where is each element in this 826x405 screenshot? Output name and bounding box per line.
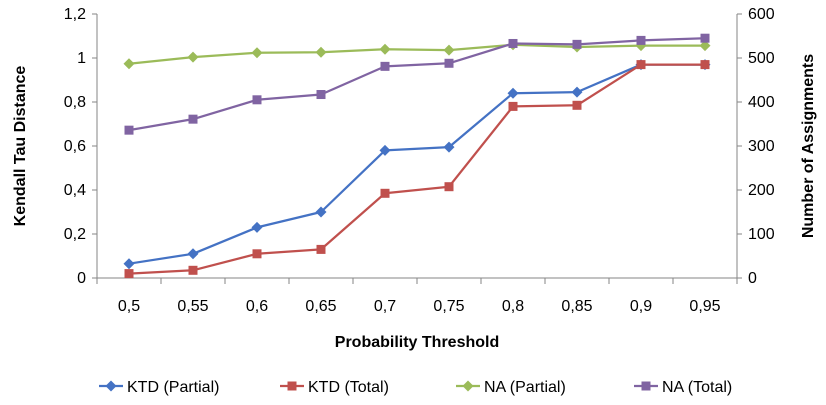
data-point	[316, 244, 326, 254]
axes: 0 0,2 0,4 0,6 0,8 1 1,2 0 100 200 300 400 500 600 0,5 0…	[64, 6, 775, 315]
data-point	[380, 61, 390, 71]
x-tick-label: 0,85	[561, 298, 592, 315]
legend-marker	[105, 380, 117, 392]
legend: KTD (Partial) KTD (Total) NA (Partial) NA (…	[99, 379, 732, 396]
x-tick-label: 0,75	[433, 298, 464, 315]
data-point	[252, 95, 262, 105]
data-point	[379, 144, 391, 156]
x-tick-label: 0,6	[246, 298, 268, 315]
x-tick-label: 0,8	[502, 298, 524, 315]
x-tick-label: 0,55	[177, 298, 208, 315]
x-tick-label: 0,65	[305, 298, 336, 315]
data-point	[443, 141, 455, 153]
y-tick-label: 0	[77, 270, 86, 287]
data-point	[636, 35, 646, 45]
data-point	[636, 60, 646, 70]
series-line	[128, 63, 705, 275]
y-axis-title: Kendall Tau Distance	[12, 66, 29, 227]
data-point	[124, 269, 134, 279]
data-point	[187, 248, 199, 260]
legend-item: KTD (Total)	[280, 379, 389, 396]
series-na-partial	[123, 39, 711, 70]
y2-tick-label: 200	[748, 182, 775, 199]
data-point	[700, 33, 710, 43]
data-point	[444, 182, 454, 192]
data-point	[188, 114, 198, 124]
data-point	[123, 258, 135, 270]
legend-marker	[287, 381, 297, 391]
y-tick-label: 0,8	[64, 94, 86, 111]
series-ktd-total	[124, 60, 710, 279]
y2-tick-label: 400	[748, 94, 775, 111]
data-point	[507, 87, 519, 99]
legend-label: NA (Partial)	[484, 379, 566, 396]
data-point	[251, 47, 263, 59]
data-point	[315, 206, 327, 218]
x-tick-label: 0,7	[374, 298, 396, 315]
data-point	[123, 58, 135, 70]
data-point	[699, 40, 711, 52]
legend-marker	[641, 381, 651, 391]
legend-label: KTD (Partial)	[127, 379, 219, 396]
y2-tick-label: 300	[748, 138, 775, 155]
legend-item: KTD (Partial)	[99, 379, 219, 396]
data-point	[444, 58, 454, 68]
data-point	[251, 221, 263, 233]
y2-tick-label: 500	[748, 50, 775, 67]
data-point	[508, 101, 518, 111]
data-point	[187, 51, 199, 63]
y-tick-label: 1,2	[64, 6, 86, 23]
series-layer	[123, 33, 711, 279]
series-line	[128, 37, 706, 132]
x-axis-title: Probability Threshold	[335, 334, 499, 351]
data-point	[508, 38, 518, 48]
y-tick-label: 0,4	[64, 182, 86, 199]
y2-tick-label: 600	[748, 6, 775, 23]
series-line	[128, 63, 705, 265]
x-tick-label: 0,9	[630, 298, 652, 315]
data-point	[316, 90, 326, 100]
y-tick-label: 0,2	[64, 226, 86, 243]
y2-axis-title: Number of Assignments	[800, 54, 817, 238]
legend-marker	[462, 380, 474, 392]
data-point	[379, 43, 391, 55]
legend-label: NA (Total)	[662, 379, 732, 396]
y-tick-label: 1	[77, 50, 86, 67]
data-point	[124, 125, 134, 135]
series-line	[128, 43, 705, 65]
data-point	[700, 60, 710, 70]
legend-item: NA (Partial)	[456, 379, 566, 396]
data-point	[443, 44, 455, 56]
series-na-total	[124, 33, 710, 135]
y-tick-label: 0,6	[64, 138, 86, 155]
data-point	[188, 265, 198, 275]
data-point	[315, 46, 327, 58]
legend-label: KTD (Total)	[308, 379, 389, 396]
data-point	[571, 86, 583, 98]
legend-item: NA (Total)	[634, 379, 732, 396]
data-point	[572, 39, 582, 49]
x-tick-label: 0,95	[689, 298, 720, 315]
data-point	[380, 188, 390, 198]
series-ktd-partial	[123, 59, 711, 270]
y2-tick-label: 0	[748, 270, 757, 287]
x-tick-label: 0,5	[118, 298, 140, 315]
y2-tick-label: 100	[748, 226, 775, 243]
data-point	[572, 100, 582, 110]
data-point	[252, 249, 262, 259]
